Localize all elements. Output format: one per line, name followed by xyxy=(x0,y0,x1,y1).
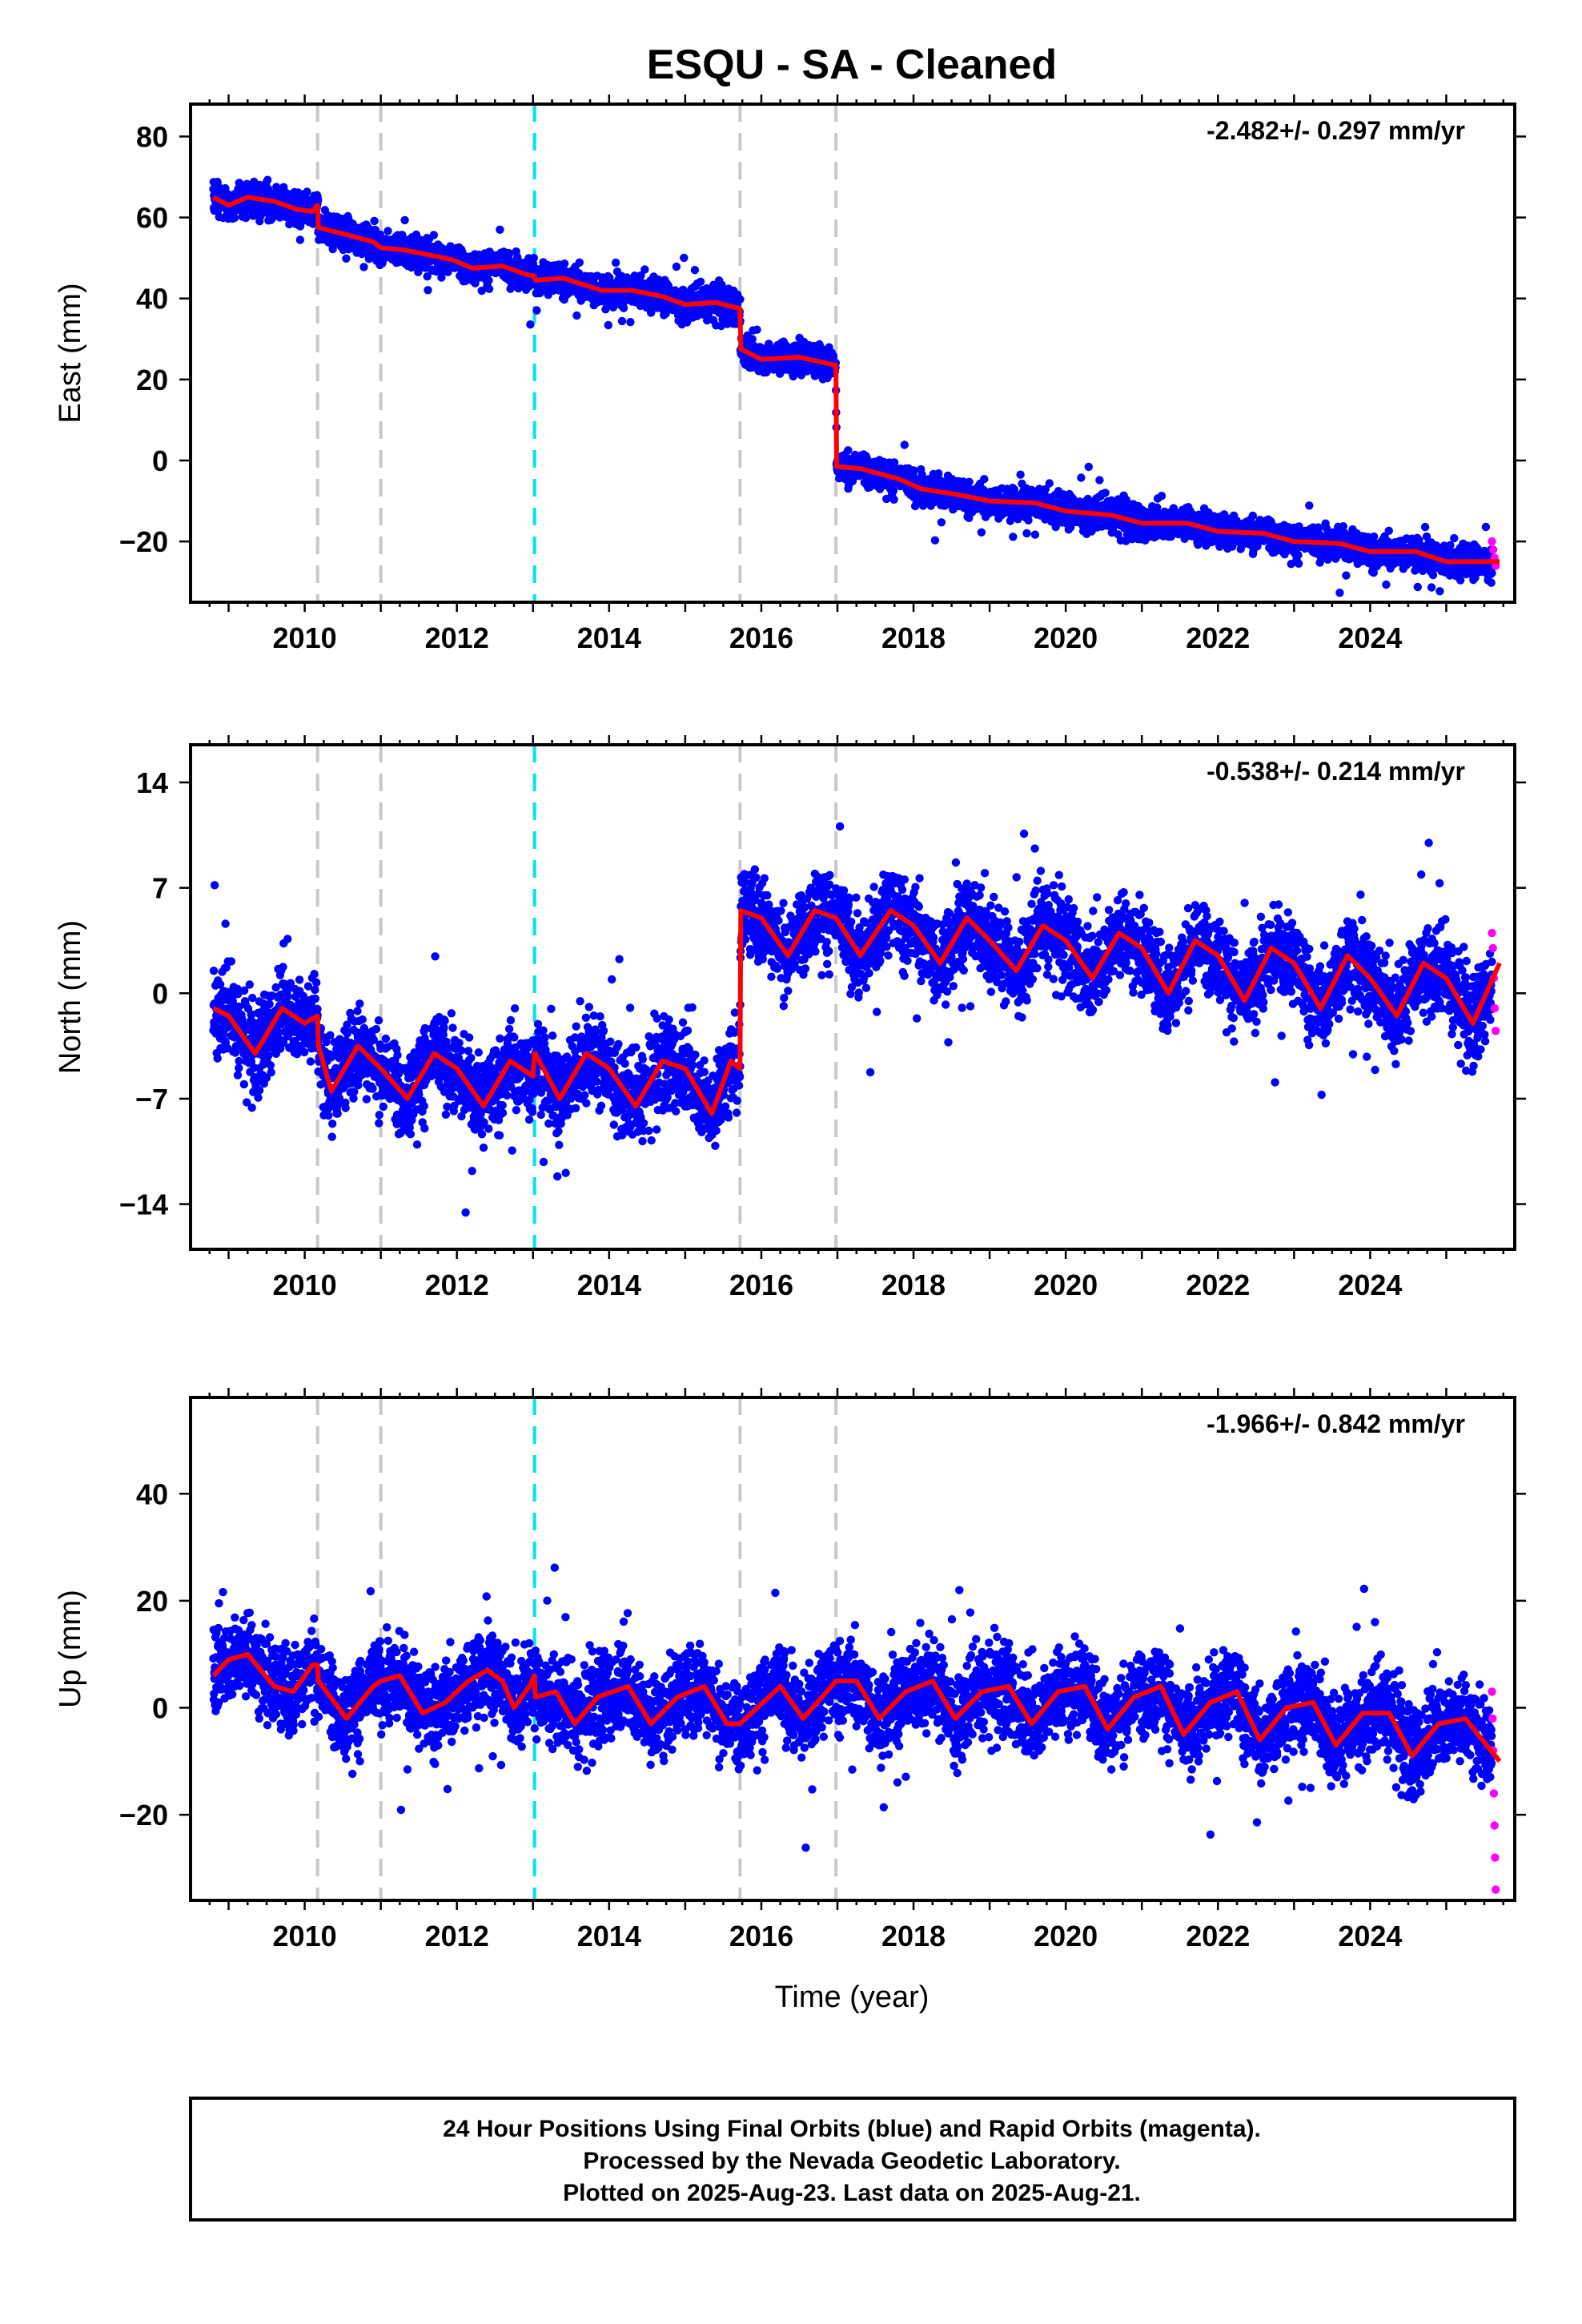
data-point xyxy=(485,247,494,256)
data-point xyxy=(640,265,649,274)
data-point xyxy=(717,280,726,289)
data-point xyxy=(977,528,986,537)
data-point xyxy=(680,253,689,263)
chart-panels: 2010 2012 2014 2016 2018 2020 2022 202480604020… xyxy=(54,94,1526,1952)
data-point xyxy=(314,195,323,204)
data-point xyxy=(575,258,584,267)
data-point xyxy=(1016,470,1025,479)
data-point xyxy=(611,258,620,267)
data-point xyxy=(484,275,493,285)
data-point xyxy=(423,272,432,281)
data-point xyxy=(1369,532,1379,541)
data-point xyxy=(1248,511,1258,521)
data-point xyxy=(1294,559,1303,568)
data-point xyxy=(359,263,368,271)
data-point xyxy=(1084,462,1094,472)
data-point xyxy=(829,352,838,360)
data-point xyxy=(532,306,541,315)
data-point xyxy=(736,295,745,304)
data-point xyxy=(690,266,700,275)
data-point xyxy=(342,254,351,263)
data-point xyxy=(1315,523,1323,533)
data-point xyxy=(1009,533,1018,541)
data-point xyxy=(383,227,392,235)
data-point xyxy=(241,213,251,223)
figure-title: ESQU - SA - Cleaned xyxy=(647,42,1057,88)
data-point xyxy=(1294,550,1303,560)
data-point xyxy=(619,304,628,312)
data-point xyxy=(429,231,438,239)
data-point xyxy=(748,335,757,344)
data-point xyxy=(1339,522,1348,531)
data-point xyxy=(529,253,538,263)
data-point xyxy=(753,325,761,334)
data-point xyxy=(889,458,899,467)
data-point xyxy=(1041,485,1050,493)
data-point xyxy=(909,466,919,476)
data-point xyxy=(696,277,705,286)
data-point xyxy=(496,225,504,234)
data-point xyxy=(1101,489,1110,497)
data-point xyxy=(1305,501,1314,510)
data-point xyxy=(285,219,294,229)
data-point xyxy=(263,175,272,184)
data-point xyxy=(1045,479,1054,488)
data-point xyxy=(930,536,940,545)
data-point xyxy=(617,316,627,326)
data-point xyxy=(295,235,305,244)
data-point xyxy=(484,284,494,293)
data-point xyxy=(370,216,379,226)
data-point xyxy=(647,308,656,317)
data-point xyxy=(424,286,432,295)
data-point xyxy=(1024,516,1033,525)
data-point xyxy=(980,475,989,484)
data-point xyxy=(328,244,337,254)
data-point xyxy=(1022,529,1031,538)
data-point xyxy=(1382,580,1391,589)
data-point xyxy=(937,518,946,527)
data-point xyxy=(572,311,581,320)
data-point xyxy=(1335,589,1344,597)
final-orbit-points xyxy=(209,175,1496,597)
data-point xyxy=(303,187,311,196)
data-point xyxy=(1384,526,1394,535)
data-point xyxy=(1030,530,1040,539)
data-point xyxy=(477,286,486,296)
data-point xyxy=(900,440,909,449)
data-point xyxy=(1051,522,1060,532)
data-point xyxy=(1122,496,1131,505)
data-point xyxy=(526,320,535,329)
data-point xyxy=(505,249,514,258)
data-point xyxy=(1342,571,1351,580)
data-point xyxy=(704,310,713,319)
data-point xyxy=(889,486,898,496)
data-point xyxy=(400,215,409,225)
data-point xyxy=(235,179,243,187)
panel-east: 2010 2012 2014 2016 2018 2020 2022 202480604020… xyxy=(54,94,1526,654)
data-point xyxy=(1095,476,1104,485)
data-point xyxy=(844,446,853,455)
data-point xyxy=(560,259,569,268)
data-point xyxy=(1295,522,1303,531)
data-point xyxy=(934,469,943,478)
data-point xyxy=(604,320,612,330)
data-point xyxy=(1157,492,1166,501)
data-point xyxy=(230,213,239,223)
data-point xyxy=(1077,473,1086,482)
data-point xyxy=(1369,568,1379,577)
data-point xyxy=(636,271,645,280)
data-point xyxy=(965,477,974,486)
data-point xyxy=(626,318,635,327)
data-point xyxy=(672,262,681,271)
data-point xyxy=(889,495,898,504)
